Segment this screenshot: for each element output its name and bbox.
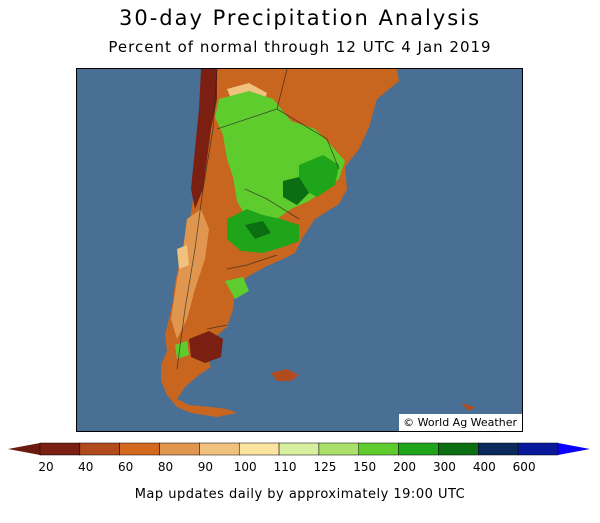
legend-label: 125 <box>313 460 336 474</box>
legend-swatch <box>238 442 280 456</box>
legend-label: 300 <box>433 460 456 474</box>
legend-swatch <box>79 442 120 456</box>
legend-swatch <box>278 442 320 456</box>
southern-wet-patches <box>175 277 249 359</box>
legend-label: 40 <box>78 460 93 474</box>
legend-swatch <box>119 442 160 456</box>
precipitation-map: © World Ag Weather <box>76 68 523 432</box>
legend-label: 60 <box>118 460 133 474</box>
legend-label: 400 <box>473 460 496 474</box>
legend-label: 100 <box>234 460 257 474</box>
legend-swatch <box>39 442 81 456</box>
legend-swatch <box>398 442 439 456</box>
legend-label: 80 <box>158 460 173 474</box>
legend-right-arrow <box>558 443 590 455</box>
uruguay-wet-region <box>299 155 339 197</box>
atacama-very-dry-region <box>191 69 217 209</box>
map-svg <box>77 69 522 431</box>
color-legend: 20 40 60 80 90 100 110 125 150 200 300 400 600 <box>0 440 600 480</box>
legend-label: 150 <box>353 460 376 474</box>
legend-swatch <box>438 442 479 456</box>
falkland-islands <box>271 369 299 381</box>
legend-label: 110 <box>274 460 297 474</box>
legend-label: 200 <box>393 460 416 474</box>
south-georgia-island <box>461 403 475 411</box>
legend-label: 600 <box>513 460 536 474</box>
map-footer: Map updates daily by approximately 19:00… <box>134 487 466 502</box>
credit-label: © World Ag Weather <box>399 414 522 431</box>
very-wet-core <box>245 177 309 239</box>
map-subtitle: Percent of normal through 12 UTC 4 Jan 2… <box>108 38 492 56</box>
legend-swatch <box>318 442 360 456</box>
patagonia-very-dry-region <box>189 331 223 363</box>
map-title: 30-day Precipitation Analysis <box>118 6 482 30</box>
legend-swatch <box>159 442 200 456</box>
legend-label: 20 <box>38 460 53 474</box>
legend-swatch <box>478 442 519 456</box>
legend-label: 90 <box>198 460 213 474</box>
chile-slightly-dry-region <box>171 209 209 339</box>
legend-swatch <box>199 442 240 456</box>
legend-swatch <box>358 442 399 456</box>
country-borders <box>176 69 340 370</box>
legend-left-arrow <box>8 443 40 455</box>
legend-swatch <box>517 442 559 456</box>
legend-svg: 20 40 60 80 90 100 110 125 150 200 300 400 600 <box>8 442 590 474</box>
